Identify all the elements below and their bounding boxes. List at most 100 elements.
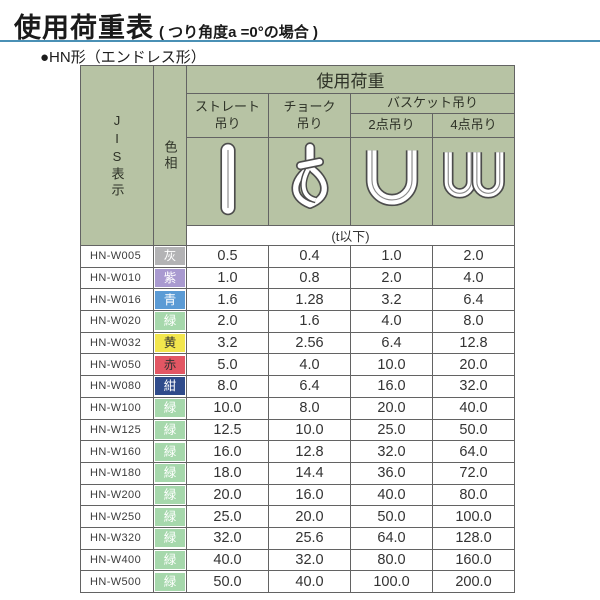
table-row: HN-W200 緑 20.0 16.0 40.0 80.0 bbox=[80, 483, 515, 507]
load-value: 1.0 bbox=[350, 245, 433, 268]
load-value: 10.0 bbox=[186, 396, 269, 420]
header-color-label: 色相 bbox=[162, 139, 178, 172]
color-swatch: 緑 bbox=[155, 529, 185, 548]
table-row: HN-W016 青 1.6 1.28 3.2 6.4 bbox=[80, 288, 515, 312]
load-value: 16.0 bbox=[186, 440, 269, 463]
table-header: JIS表示 色相 使用荷重 ストレート 吊り チョーク 吊り バスケット吊り 2… bbox=[80, 65, 515, 246]
load-value: 16.0 bbox=[268, 483, 351, 507]
jis-code: HN-W250 bbox=[80, 505, 154, 528]
load-value: 12.5 bbox=[186, 418, 269, 442]
table-row: HN-W032 黄 3.2 2.56 6.4 12.8 bbox=[80, 331, 515, 355]
load-value: 40.0 bbox=[186, 548, 269, 572]
header-basket2-label: 2点吊り bbox=[350, 113, 433, 138]
color-cell: 緑 bbox=[153, 526, 187, 550]
jis-code: HN-W160 bbox=[80, 440, 154, 463]
load-value: 1.6 bbox=[186, 288, 269, 312]
table-row: HN-W250 緑 25.0 20.0 50.0 100.0 bbox=[80, 505, 515, 528]
color-swatch: 青 bbox=[155, 290, 185, 309]
load-value: 40.0 bbox=[268, 570, 351, 593]
header-row-unit: (t以下) bbox=[81, 225, 515, 246]
header-row-icons bbox=[81, 137, 515, 226]
table-row: HN-W160 緑 16.0 12.8 32.0 64.0 bbox=[80, 440, 515, 463]
load-value: 20.0 bbox=[186, 483, 269, 507]
color-swatch: 緑 bbox=[155, 572, 185, 591]
page-title-note: ( つり角度a =0°の場合 ) bbox=[159, 24, 318, 41]
table-body: HN-W005 灰 0.5 0.4 1.0 2.0 HN-W010 紫 1.0 0.8 2.0 4.0… bbox=[80, 245, 515, 593]
header-basket-label: バスケット吊り bbox=[350, 93, 515, 114]
color-cell: 黄 bbox=[153, 331, 187, 355]
load-value: 25.6 bbox=[268, 526, 351, 550]
color-swatch: 緑 bbox=[155, 507, 185, 526]
table-row: HN-W050 赤 5.0 4.0 10.0 20.0 bbox=[80, 353, 515, 377]
load-value: 20.0 bbox=[350, 396, 433, 420]
load-value: 6.4 bbox=[268, 375, 351, 398]
load-value: 12.8 bbox=[432, 331, 515, 355]
load-value: 4.0 bbox=[350, 310, 433, 333]
load-value: 50.0 bbox=[350, 505, 433, 528]
header-load-label: 使用荷重 bbox=[186, 65, 515, 94]
color-swatch: 緑 bbox=[155, 420, 185, 439]
jis-code: HN-W500 bbox=[80, 570, 154, 593]
basket-2point-sling-icon bbox=[350, 137, 433, 226]
color-cell: 緑 bbox=[153, 548, 187, 572]
header-row-points: 2点吊り 4点吊り bbox=[81, 113, 515, 138]
color-swatch: 緑 bbox=[155, 550, 185, 569]
load-value: 32.0 bbox=[350, 440, 433, 463]
load-value: 80.0 bbox=[350, 548, 433, 572]
load-value: 32.0 bbox=[186, 526, 269, 550]
color-cell: 赤 bbox=[153, 353, 187, 377]
color-swatch: 緑 bbox=[155, 464, 185, 483]
color-swatch: 紺 bbox=[155, 377, 185, 396]
header-straight-label: ストレート 吊り bbox=[186, 93, 269, 138]
load-value: 2.0 bbox=[186, 310, 269, 333]
load-value: 0.5 bbox=[186, 245, 269, 268]
working-load-table: JIS表示 色相 使用荷重 ストレート 吊り チョーク 吊り バスケット吊り 2… bbox=[80, 65, 515, 593]
load-value: 10.0 bbox=[350, 353, 433, 377]
color-cell: 緑 bbox=[153, 483, 187, 507]
load-value: 32.0 bbox=[432, 375, 515, 398]
load-value: 32.0 bbox=[268, 548, 351, 572]
load-value: 1.6 bbox=[268, 310, 351, 333]
color-swatch: 黄 bbox=[155, 334, 185, 353]
table-row: HN-W020 緑 2.0 1.6 4.0 8.0 bbox=[80, 310, 515, 333]
jis-code: HN-W016 bbox=[80, 288, 154, 312]
load-value: 6.4 bbox=[432, 288, 515, 312]
load-value: 40.0 bbox=[432, 396, 515, 420]
load-value: 10.0 bbox=[268, 418, 351, 442]
color-swatch: 緑 bbox=[155, 442, 185, 461]
load-value: 2.0 bbox=[350, 266, 433, 290]
color-cell: 緑 bbox=[153, 418, 187, 442]
table-row: HN-W080 紺 8.0 6.4 16.0 32.0 bbox=[80, 375, 515, 398]
load-value: 25.0 bbox=[186, 505, 269, 528]
jis-code: HN-W400 bbox=[80, 548, 154, 572]
table-row: HN-W125 緑 12.5 10.0 25.0 50.0 bbox=[80, 418, 515, 442]
jis-code: HN-W320 bbox=[80, 526, 154, 550]
load-value: 18.0 bbox=[186, 461, 269, 485]
color-cell: 緑 bbox=[153, 505, 187, 528]
color-cell: 紫 bbox=[153, 266, 187, 290]
load-value: 80.0 bbox=[432, 483, 515, 507]
load-value: 0.8 bbox=[268, 266, 351, 290]
color-cell: 灰 bbox=[153, 245, 187, 268]
color-cell: 紺 bbox=[153, 375, 187, 398]
load-value: 12.8 bbox=[268, 440, 351, 463]
load-value: 128.0 bbox=[432, 526, 515, 550]
load-value: 1.28 bbox=[268, 288, 351, 312]
color-swatch: 紫 bbox=[155, 269, 185, 288]
color-swatch: 赤 bbox=[155, 355, 185, 374]
jis-code: HN-W180 bbox=[80, 461, 154, 485]
color-swatch: 灰 bbox=[155, 247, 185, 266]
load-value: 14.4 bbox=[268, 461, 351, 485]
jis-code: HN-W125 bbox=[80, 418, 154, 442]
table-row: HN-W400 緑 40.0 32.0 80.0 160.0 bbox=[80, 548, 515, 572]
page-title-main: 使用荷重表 bbox=[14, 13, 154, 43]
header-basket4-label: 4点吊り bbox=[432, 113, 515, 138]
jis-code: HN-W005 bbox=[80, 245, 154, 268]
load-value: 8.0 bbox=[268, 396, 351, 420]
jis-code: HN-W050 bbox=[80, 353, 154, 377]
load-value: 5.0 bbox=[186, 353, 269, 377]
unit-label: (t以下) bbox=[186, 225, 515, 246]
jis-code: HN-W200 bbox=[80, 483, 154, 507]
header-color: 色相 bbox=[153, 65, 187, 246]
header-jis: JIS表示 bbox=[80, 65, 154, 246]
